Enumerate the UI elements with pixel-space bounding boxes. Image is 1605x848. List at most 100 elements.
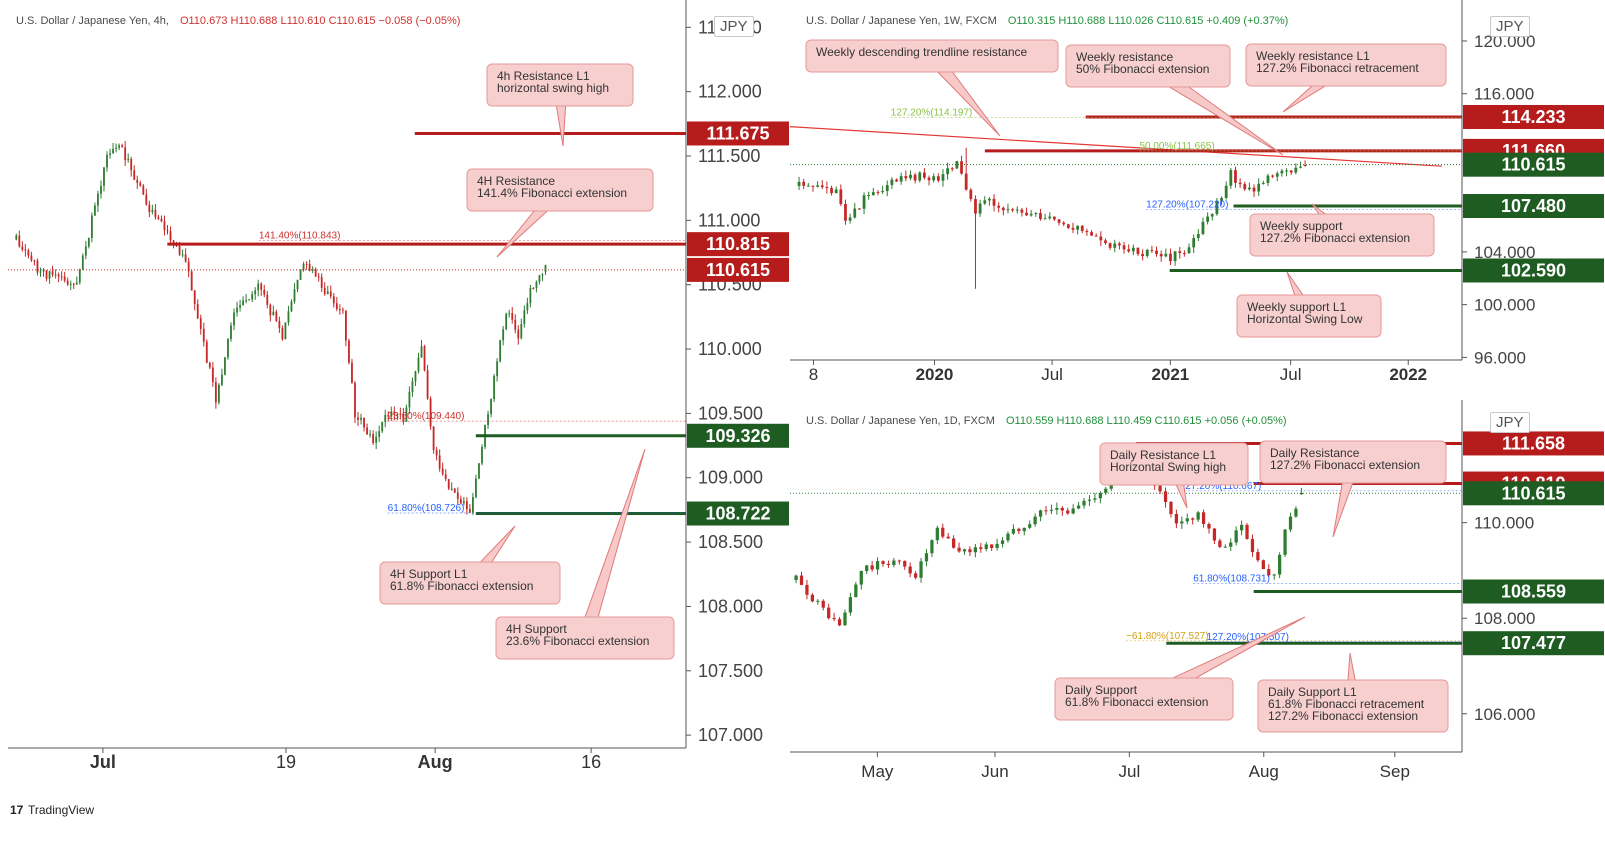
- chart-daily-candle-body: [832, 618, 836, 620]
- chart-weekly-candle-body: [1196, 234, 1200, 239]
- chart-4h-candle-body: [429, 398, 432, 427]
- chart-4h-candle-body: [148, 204, 151, 212]
- chart-4h-currency-label[interactable]: JPY: [714, 16, 754, 37]
- chart-4h-candle-body: [190, 271, 193, 291]
- chart-weekly-candle-body: [1057, 219, 1061, 223]
- chart-4h-candle-body: [417, 357, 420, 372]
- chart-weekly-callout-box[interactable]: [1249, 213, 1435, 257]
- chart-weekly-candle-body: [1104, 240, 1107, 244]
- chart-4h-candle-body: [405, 407, 408, 422]
- chart-daily-x-tick-label: Aug: [1249, 762, 1279, 781]
- chart-weekly-candle-body: [1025, 212, 1028, 216]
- chart-4h-candle-body: [390, 411, 393, 417]
- chart-daily-price-tag-label: 111.658: [1502, 433, 1565, 453]
- chart-4h-candle-body: [399, 413, 402, 415]
- chart-weekly-candle-body: [885, 185, 889, 192]
- chart-4h-price-tag-current[interactable]: [687, 257, 789, 282]
- chart-4h-callout-box[interactable]: [379, 561, 561, 605]
- chart-daily-candle-body: [1033, 516, 1037, 525]
- chart-daily-callout-box[interactable]: [1054, 677, 1234, 721]
- chart-daily-candle-body: [1104, 488, 1108, 493]
- chart-daily-y-tick-label: 106.000: [1474, 705, 1535, 724]
- chart-4h-candle-body: [269, 304, 272, 316]
- chart-weekly-candle-body: [1280, 170, 1284, 174]
- chart-4h-price-tag-support[interactable]: [687, 423, 789, 448]
- chart-4h-price-tag-support[interactable]: [687, 501, 789, 526]
- chart-weekly-panel[interactable]: 96.000 100.000 104.000 116.000 120.000 8 2020 J…: [790, 0, 1605, 400]
- chart-daily-candle-body: [1055, 507, 1059, 510]
- chart-4h-panel[interactable]: 107.000 107.500 108.000 108.500 109.000 109.5…: [0, 0, 790, 800]
- chart-weekly-callout-text: 127.2% Fibonacci extension: [1260, 231, 1410, 245]
- chart-weekly-candle-body: [1131, 247, 1135, 252]
- chart-4h-candle-body: [520, 324, 523, 339]
- chart-weekly-price-tag-support[interactable]: [1463, 194, 1604, 219]
- chart-4h-callout-text: 61.8% Fibonacci extension: [390, 579, 533, 593]
- chart-weekly-candle-body: [1136, 247, 1140, 254]
- chart-4h-callout-box[interactable]: [495, 616, 675, 660]
- chart-4h-candle-body: [208, 362, 211, 368]
- chart-daily-price-tag-label: 110.615: [1501, 483, 1565, 503]
- chart-weekly-callout-box[interactable]: [1245, 43, 1447, 87]
- chart-weekly-callout-box[interactable]: [1065, 44, 1231, 88]
- chart-4h-candle-body: [387, 414, 390, 417]
- chart-4h-callout-box[interactable]: [486, 63, 634, 107]
- chart-weekly-callout-box[interactable]: [1236, 294, 1382, 338]
- chart-4h-price-tag-resistance[interactable]: [687, 232, 789, 257]
- chart-4h-candle-body: [221, 374, 223, 385]
- chart-weekly-candle-body: [1192, 238, 1196, 248]
- chart-4h-candle-body: [411, 381, 414, 392]
- chart-daily-candle-body: [903, 560, 907, 567]
- chart-4h-candle-body: [178, 246, 181, 255]
- chart-4h-price-tag-label: 108.722: [705, 504, 770, 524]
- chart-daily-price-tag-support[interactable]: [1463, 631, 1604, 656]
- chart-daily-currency-label[interactable]: JPY: [1490, 412, 1530, 433]
- chart-4h-candle-body: [184, 254, 187, 262]
- chart-daily-callout-box[interactable]: [1259, 440, 1447, 484]
- chart-weekly-callout-text: Weekly resistance L1: [1256, 49, 1370, 63]
- chart-4h-candle-body: [51, 271, 54, 275]
- chart-4h-callout-box[interactable]: [466, 168, 654, 212]
- chart-weekly-price-tag-support[interactable]: [1463, 258, 1604, 283]
- chart-4h-callout-text: 23.6% Fibonacci extension: [506, 634, 649, 648]
- chart-daily-callout-box[interactable]: [1099, 442, 1249, 486]
- chart-4h-price-tag-resistance[interactable]: [687, 121, 789, 146]
- chart-4h-candle-body: [423, 346, 426, 371]
- chart-4h-candle-body: [100, 185, 102, 194]
- chart-daily-panel[interactable]: 106.000 108.000 110.000 May Jun Jul Aug Sep 111.…: [790, 400, 1605, 800]
- chart-weekly-callout-box[interactable]: [805, 39, 1059, 73]
- chart-weekly-candle-body: [1266, 175, 1270, 183]
- chart-daily-svg[interactable]: 106.000 108.000 110.000 May Jun Jul Aug Sep 111.…: [790, 400, 1605, 800]
- chart-4h-candle-body: [169, 231, 172, 241]
- chart-daily-fib-label: −61.80%(107.527): [1126, 631, 1209, 642]
- chart-daily-candle-body: [913, 573, 918, 578]
- chart-weekly-candle-body: [1243, 184, 1247, 190]
- chart-weekly-candle-body: [1122, 245, 1126, 250]
- chart-4h-candle-body: [508, 313, 511, 315]
- chart-daily-price-tag-support[interactable]: [1463, 579, 1604, 604]
- chart-4h-candle-body: [499, 340, 502, 362]
- chart-4h-svg[interactable]: 107.000 107.500 108.000 108.500 109.000 109.5…: [0, 0, 790, 800]
- chart-4h-candle-body: [354, 382, 356, 418]
- chart-4h-candle-body: [426, 370, 429, 399]
- chart-weekly-price-tag-current[interactable]: [1463, 152, 1604, 177]
- chart-weekly-x-tick-label: Jul: [1280, 365, 1302, 384]
- chart-daily-price-tag-current[interactable]: [1463, 481, 1604, 506]
- chart-weekly-candle-body: [839, 189, 843, 205]
- tradingview-brand[interactable]: 17 TradingView: [10, 803, 94, 817]
- chart-weekly-callout-text: Weekly support: [1260, 219, 1343, 233]
- chart-weekly-candle-body: [1053, 216, 1056, 220]
- chart-weekly-price-tag-resistance[interactable]: [1463, 104, 1604, 129]
- chart-daily-candle-body: [1017, 528, 1021, 532]
- chart-4h-candle-body: [66, 280, 69, 285]
- chart-weekly-currency-label[interactable]: JPY: [1490, 16, 1530, 37]
- chart-daily-price-tag-resistance[interactable]: [1463, 431, 1604, 456]
- chart-daily-callout-box[interactable]: [1257, 679, 1449, 733]
- chart-4h-candle-body: [272, 311, 275, 316]
- chart-weekly-candle-body: [1210, 214, 1214, 217]
- chart-daily-fib-label: 127.20%(107.507): [1207, 632, 1289, 643]
- chart-daily-candle-body: [865, 565, 869, 572]
- chart-4h-callout-pointer: [577, 448, 646, 641]
- chart-4h-candle-body: [351, 362, 353, 383]
- chart-4h-candle-body: [472, 497, 474, 513]
